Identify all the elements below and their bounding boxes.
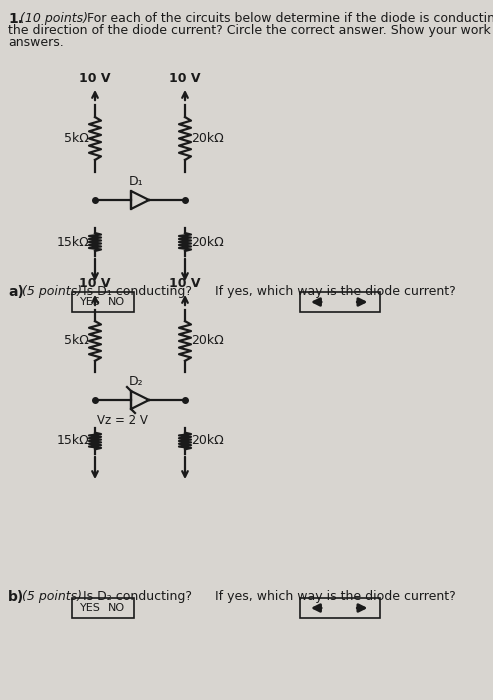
Text: NO: NO (108, 603, 125, 613)
Text: (10 points): (10 points) (20, 12, 88, 25)
Text: 15kΩ: 15kΩ (56, 235, 89, 248)
Text: 1.: 1. (8, 12, 23, 26)
Text: If yes, which way is the diode current?: If yes, which way is the diode current? (215, 590, 456, 603)
Text: a): a) (8, 285, 24, 299)
Text: 5kΩ: 5kΩ (64, 132, 89, 145)
Text: YES: YES (80, 603, 101, 613)
Bar (300, 598, 380, 618)
Text: b): b) (8, 590, 24, 604)
Text: Vᴢ = 2 V: Vᴢ = 2 V (97, 414, 148, 427)
Text: 20kΩ: 20kΩ (191, 335, 224, 347)
Text: For each of the circuits below determine if the diode is conducting. If it is, w: For each of the circuits below determine… (83, 12, 493, 25)
Text: answers.: answers. (8, 36, 64, 49)
Text: 15kΩ: 15kΩ (56, 435, 89, 447)
Text: NO: NO (108, 297, 125, 307)
Text: 10 V: 10 V (169, 277, 201, 290)
Text: YES: YES (80, 297, 101, 307)
Text: D₁: D₁ (129, 175, 143, 188)
Text: Is D₁ conducting?: Is D₁ conducting? (83, 285, 192, 298)
Bar (72, 292, 134, 312)
Text: 20kΩ: 20kΩ (191, 435, 224, 447)
Text: 10 V: 10 V (79, 72, 111, 85)
Bar (72, 598, 134, 618)
Text: If yes, which way is the diode current?: If yes, which way is the diode current? (215, 285, 456, 298)
Text: D₂: D₂ (129, 375, 143, 388)
Text: Is D₂ conducting?: Is D₂ conducting? (83, 590, 192, 603)
Bar (300, 292, 380, 312)
Text: 10 V: 10 V (79, 277, 111, 290)
Text: 5kΩ: 5kΩ (64, 335, 89, 347)
Text: 10 V: 10 V (169, 72, 201, 85)
Text: 20kΩ: 20kΩ (191, 132, 224, 145)
Text: the direction of the diode current? Circle the correct answer. Show your work to: the direction of the diode current? Circ… (8, 24, 493, 37)
Text: (5 points): (5 points) (22, 285, 82, 298)
Text: 20kΩ: 20kΩ (191, 235, 224, 248)
Text: (5 points): (5 points) (22, 590, 82, 603)
